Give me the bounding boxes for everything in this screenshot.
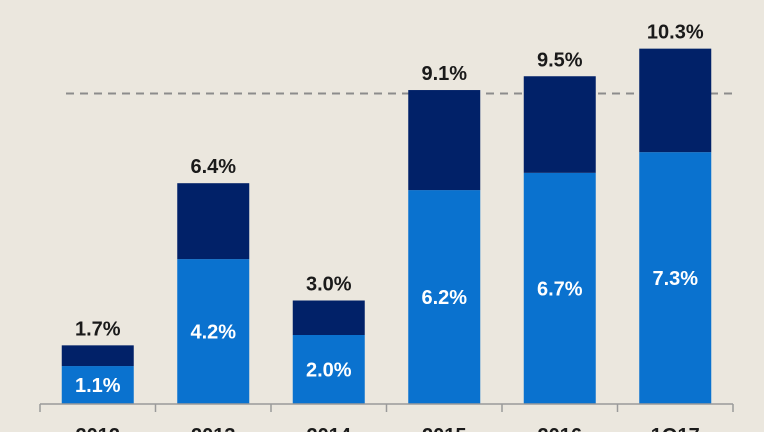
data-label-2014: 2.0%	[306, 360, 352, 382]
bar-segment-upper-1Q17	[639, 48, 712, 153]
bar-segment-upper-2012	[61, 345, 134, 367]
x-tick-label-2013: 2013	[191, 425, 236, 432]
bar-segment-upper-2015	[408, 90, 481, 191]
bar-segment-upper-2014	[292, 300, 365, 335]
data-label-2013: 4.2%	[190, 322, 236, 344]
data-label-2016: 6.7%	[537, 278, 583, 300]
data-label-2012: 1.1%	[75, 375, 121, 397]
x-tick-label-2014: 2014	[307, 425, 352, 432]
bar-segment-lower-1Q17	[639, 152, 712, 404]
bar-segment-lower-2012	[61, 366, 134, 404]
data-label-2015: 6.2%	[421, 287, 467, 309]
bar-segment-lower-2016	[523, 172, 596, 404]
total-label-1Q17: 10.3%	[647, 22, 704, 44]
total-label-2014: 3.0%	[306, 274, 352, 296]
bar-segment-lower-2015	[408, 190, 481, 404]
x-tick-label-2015: 2015	[422, 425, 467, 432]
total-label-2015: 9.1%	[421, 63, 467, 85]
bar-segment-upper-2016	[523, 76, 596, 173]
x-tick-label-2016: 2016	[538, 425, 583, 432]
x-tick-label-1Q17: 1Q17	[651, 425, 700, 432]
x-tick-label-2012: 2012	[76, 425, 121, 432]
bar-segment-upper-2013	[177, 183, 250, 260]
total-label-2016: 9.5%	[537, 49, 583, 71]
bar-segment-lower-2014	[292, 335, 365, 404]
total-label-2012: 1.7%	[75, 318, 121, 340]
bar-segment-lower-2013	[177, 259, 250, 404]
data-label-1Q17: 7.3%	[652, 268, 698, 290]
total-label-2013: 6.4%	[190, 156, 236, 178]
